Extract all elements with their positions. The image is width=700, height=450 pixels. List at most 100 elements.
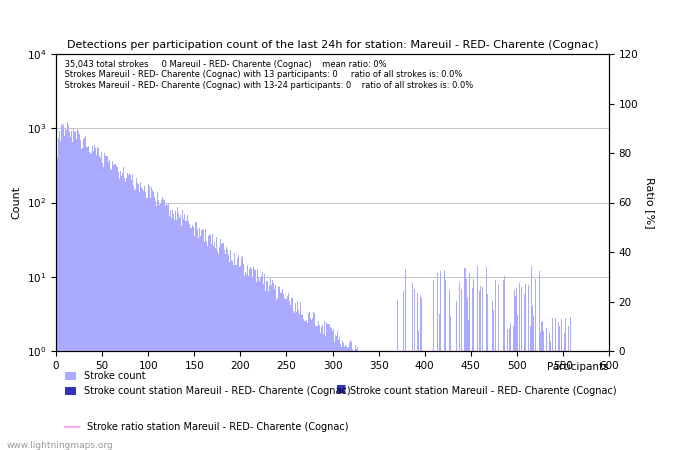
Bar: [541, 322, 542, 450]
Bar: [467, 298, 468, 450]
Bar: [291, 298, 293, 450]
Bar: [519, 283, 520, 450]
Bar: [237, 258, 238, 450]
Bar: [133, 186, 134, 450]
Bar: [169, 216, 170, 450]
Bar: [250, 267, 251, 450]
Bar: [532, 306, 533, 450]
Bar: [183, 214, 185, 450]
Bar: [102, 162, 104, 450]
Bar: [226, 247, 227, 450]
Bar: [146, 198, 147, 450]
Bar: [399, 351, 400, 450]
Bar: [403, 291, 404, 450]
Bar: [485, 351, 486, 450]
Bar: [136, 184, 138, 450]
Bar: [452, 351, 453, 450]
Bar: [522, 351, 523, 450]
Bar: [239, 267, 240, 450]
Bar: [261, 276, 262, 450]
Bar: [505, 351, 506, 450]
Bar: [167, 205, 168, 450]
Bar: [336, 336, 337, 450]
Bar: [209, 234, 211, 450]
Bar: [416, 293, 418, 450]
Bar: [251, 270, 252, 450]
Bar: [139, 192, 140, 450]
Bar: [310, 318, 311, 450]
Bar: [150, 198, 151, 450]
Bar: [188, 221, 189, 450]
Bar: [475, 351, 476, 450]
Bar: [514, 274, 515, 450]
Bar: [157, 192, 158, 450]
Bar: [463, 351, 464, 450]
Bar: [400, 351, 401, 450]
Bar: [69, 132, 70, 450]
Bar: [272, 280, 273, 450]
Bar: [90, 148, 92, 450]
Bar: [241, 256, 243, 450]
Bar: [459, 282, 460, 450]
Bar: [410, 351, 412, 450]
Bar: [412, 283, 413, 450]
Text: Stroke count station Mareuil - RED- Charente (Cognac): Stroke count station Mareuil - RED- Char…: [350, 387, 617, 396]
Bar: [181, 226, 182, 450]
Bar: [506, 351, 507, 450]
Bar: [143, 191, 144, 450]
Bar: [135, 189, 136, 450]
Bar: [448, 351, 449, 450]
Bar: [113, 164, 115, 450]
Bar: [193, 227, 194, 450]
Text: 35,043 total strokes     0 Mareuil - RED- Charente (Cognac)    mean ratio: 0%
 S: 35,043 total strokes 0 Mareuil - RED- Ch…: [62, 60, 472, 90]
Bar: [488, 351, 489, 450]
Bar: [281, 292, 282, 450]
Bar: [65, 129, 66, 450]
Bar: [148, 185, 150, 450]
Bar: [464, 268, 465, 450]
Bar: [316, 326, 317, 450]
Bar: [549, 332, 550, 450]
Bar: [111, 171, 112, 450]
Bar: [238, 255, 239, 450]
Bar: [70, 137, 71, 450]
Bar: [499, 351, 500, 450]
Bar: [527, 351, 528, 450]
Bar: [422, 351, 423, 450]
Bar: [279, 298, 281, 450]
Bar: [203, 230, 204, 450]
Bar: [524, 294, 525, 450]
Bar: [258, 278, 259, 450]
Bar: [89, 152, 90, 450]
Bar: [466, 279, 467, 450]
Bar: [205, 229, 206, 450]
Bar: [270, 279, 271, 450]
Bar: [253, 270, 255, 450]
Bar: [120, 171, 121, 450]
Bar: [119, 179, 120, 450]
Bar: [173, 214, 174, 450]
Bar: [206, 246, 208, 450]
Bar: [72, 142, 73, 450]
Bar: [163, 199, 164, 450]
Bar: [93, 151, 95, 450]
Bar: [284, 298, 285, 450]
Bar: [118, 172, 119, 450]
Bar: [568, 326, 569, 450]
Bar: [558, 322, 559, 450]
Bar: [78, 134, 80, 450]
Bar: [517, 315, 518, 450]
Bar: [243, 264, 244, 450]
Bar: [342, 342, 343, 450]
Bar: [339, 340, 340, 450]
Bar: [179, 218, 180, 450]
Bar: [492, 301, 493, 450]
Bar: [449, 291, 450, 450]
Bar: [127, 173, 128, 450]
Bar: [194, 236, 195, 450]
Bar: [180, 215, 181, 450]
Bar: [298, 310, 299, 450]
Bar: [565, 318, 566, 450]
Bar: [108, 162, 109, 450]
Bar: [337, 338, 339, 450]
